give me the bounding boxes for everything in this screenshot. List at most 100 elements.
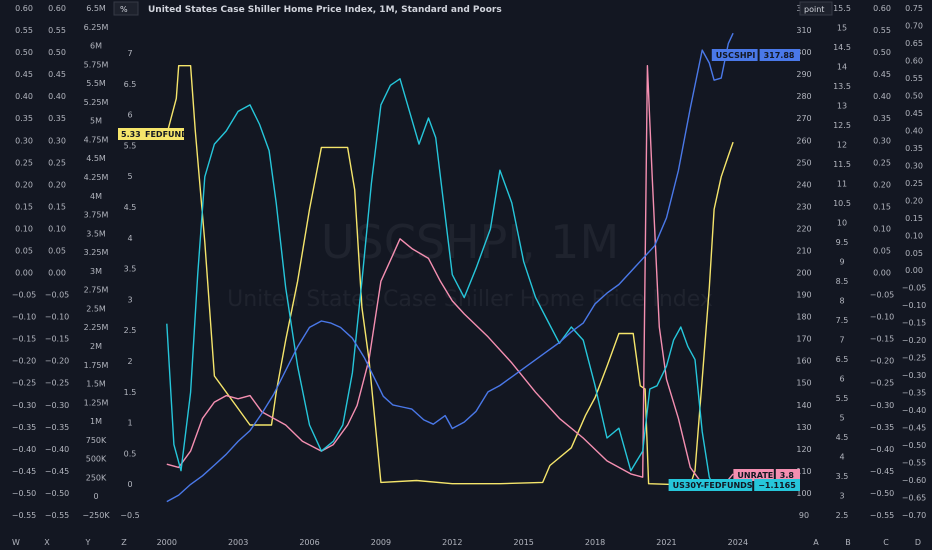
scale-7-tick: −0.10 (870, 313, 895, 322)
scale-7-tick: 0.45 (873, 70, 891, 79)
scale-3-tick: 5.5M (86, 79, 106, 88)
scale-8-tick: −0.55 (902, 459, 927, 468)
scale-3-tick: −250K (82, 511, 110, 520)
last-value-labels: 5.33 FEDFUNDS UNRATE 3.8 US30Y-FEDFUNDS −1.11… (118, 49, 800, 491)
scale-4-tick: 6.5 (124, 80, 137, 89)
scale-7-tick: 0.60 (873, 4, 891, 13)
unit-left: % (120, 5, 128, 14)
scale-3-tick: 500K (86, 455, 107, 464)
scale-2-tick: −0.45 (45, 467, 70, 476)
scale-5-tick: 280 (796, 92, 811, 101)
scale-6-tick: 12.5 (833, 121, 851, 130)
scale-7-tick: 0.40 (873, 92, 891, 101)
scale-7-tick: 0.55 (873, 26, 891, 35)
scale-1-tick: 0.00 (15, 269, 33, 278)
scale-7-tick: −0.40 (870, 445, 895, 454)
watermark-symbol: USCSHPI, 1M (321, 215, 619, 269)
watermark: USCSHPI, 1M United States Case Shiller H… (227, 215, 713, 312)
price-scales[interactable]: 0.600.550.500.450.400.350.300.250.200.15… (12, 4, 927, 520)
scale-6-tick: 6 (839, 375, 844, 384)
scale-2-tick: 0.15 (48, 202, 66, 211)
scale-letter: X (44, 538, 50, 547)
scale-6-tick: 12 (837, 141, 847, 150)
scale-1-tick: 0.45 (15, 70, 33, 79)
scale-6-tick: 14 (837, 63, 847, 72)
scale-3-tick: 6M (90, 42, 102, 51)
scale-8-tick: 0.75 (905, 4, 923, 13)
scale-5-tick: 250 (796, 158, 811, 167)
label-name-bg-uscshpi (711, 49, 758, 61)
scale-3-tick: 5.75M (84, 60, 109, 69)
label-value-us30y-fedfunds: −1.1165 (758, 481, 796, 490)
scale-6-tick: 7 (839, 336, 844, 345)
scale-3-tick: 3M (90, 267, 102, 276)
scale-7-tick: 0.05 (873, 246, 891, 255)
scale-8-tick: −0.50 (902, 441, 927, 450)
label-value-uscshpi: 317.88 (764, 51, 795, 60)
scale-5-tick: 240 (796, 180, 811, 189)
scale-5-tick: 300 (796, 48, 811, 57)
label-value-unrate: 3.8 (780, 471, 795, 480)
scale-4-tick: 7 (127, 49, 132, 58)
scale-5-tick: 230 (796, 202, 811, 211)
scale-3-tick: 4M (90, 192, 102, 201)
scale-5-tick: 210 (796, 246, 811, 255)
scale-1-tick: −0.55 (12, 511, 37, 520)
scale-7-tick: −0.50 (870, 489, 895, 498)
scale-1-tick: 0.25 (15, 158, 33, 167)
scale-letter: A (813, 538, 819, 547)
scale-8-tick: 0.50 (905, 91, 923, 100)
header: % United States Case Shiller Home Price … (113, 1, 833, 16)
scale-3-tick: 4.25M (84, 173, 109, 182)
scale-8-tick: 0.15 (905, 214, 923, 223)
scale-2-tick: 0.45 (48, 70, 66, 79)
scale-3-tick: 750K (86, 436, 107, 445)
scale-7-tick: −0.15 (870, 335, 895, 344)
scale-5-tick: 90 (799, 511, 809, 520)
scale-1-tick: −0.35 (12, 423, 37, 432)
scale-3-tick: 4.5M (86, 154, 106, 163)
scale-6-tick: 3.5 (836, 472, 849, 481)
scale-2-tick: −0.05 (45, 291, 70, 300)
scale-letter: B (845, 538, 851, 547)
scale-8-tick: −0.15 (902, 319, 927, 328)
scale-3-tick: 5.25M (84, 98, 109, 107)
scale-2-tick: 0.20 (48, 180, 66, 189)
scale-5-tick: 110 (796, 467, 811, 476)
label-value-bg-unrate (775, 469, 800, 481)
scale-6-tick: 8.5 (836, 277, 849, 286)
scale-3-tick: 4.75M (84, 135, 109, 144)
x-tick-label: 2000 (157, 538, 177, 547)
scale-7-tick: −0.05 (870, 291, 895, 300)
scale-8-tick: −0.45 (902, 424, 927, 433)
scale-3-tick: 3.25M (84, 248, 109, 257)
scale-2-tick: −0.35 (45, 423, 70, 432)
scale-6-tick: 13.5 (833, 82, 851, 91)
scale-6-tick: 10 (837, 219, 847, 228)
scale-8-tick: 0.65 (905, 39, 923, 48)
scale-8-tick: −0.30 (902, 371, 927, 380)
scale-8-tick: 0.40 (905, 126, 923, 135)
scale-7-tick: 0.15 (873, 202, 891, 211)
chart-title: United States Case Shiller Home Price In… (148, 5, 502, 15)
scale-1-tick: 0.50 (15, 48, 33, 57)
scale-8-tick: −0.60 (902, 476, 927, 485)
scale-letter: Z (121, 538, 127, 547)
scale-5-tick: 190 (796, 291, 811, 300)
scale-7-tick: 0.50 (873, 48, 891, 57)
scale-8-tick: −0.05 (902, 284, 927, 293)
label-name-bg-us30y-fedfunds (668, 479, 753, 491)
unit-box-left[interactable] (113, 1, 139, 16)
scale-3-tick: 3.5M (86, 229, 106, 238)
scale-4-tick: 1 (127, 419, 132, 428)
scale-letter: D (915, 538, 921, 547)
time-axis[interactable]: 2000 2003 2006 2009 2012 2015 2018 2021 2024 (157, 538, 748, 547)
scale-4-tick: 1.5 (124, 388, 137, 397)
scale-1-tick: −0.45 (12, 467, 37, 476)
label-value-bg-us30y-fedfunds (754, 479, 800, 491)
scale-4-tick: 5 (127, 172, 132, 181)
x-tick-label: 2015 (514, 538, 534, 547)
scale-5-tick: 200 (796, 269, 811, 278)
unit-box-right[interactable] (799, 1, 833, 16)
